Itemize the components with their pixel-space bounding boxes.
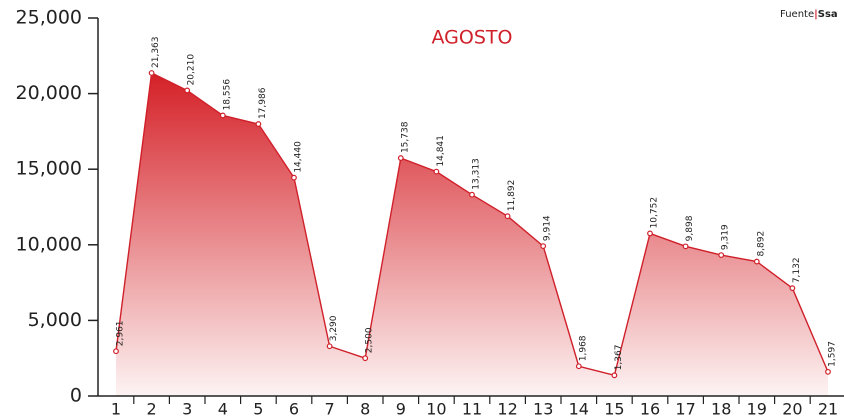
marker bbox=[362, 355, 369, 362]
marker bbox=[789, 285, 796, 292]
value-label: 8,892 bbox=[756, 231, 766, 257]
marker bbox=[219, 112, 226, 119]
value-label: 7,132 bbox=[792, 257, 802, 283]
x-tick-label: 6 bbox=[289, 400, 299, 419]
y-tick-label: 5,000 bbox=[28, 309, 82, 331]
x-tick-label: 16 bbox=[640, 400, 660, 419]
value-label: 11,892 bbox=[507, 180, 517, 211]
marker bbox=[753, 258, 760, 265]
value-label: 3,290 bbox=[329, 315, 339, 341]
y-tick-label: 15,000 bbox=[16, 158, 82, 180]
marker bbox=[718, 252, 725, 258]
x-tick-label: 5 bbox=[253, 400, 263, 419]
value-label: 14,440 bbox=[294, 141, 304, 173]
value-label: 1,968 bbox=[578, 335, 588, 361]
value-label: 2,500 bbox=[365, 327, 375, 353]
x-tick-label: 21 bbox=[818, 400, 838, 419]
source: Fuente|Ssa bbox=[780, 9, 838, 20]
x-tick-label: 19 bbox=[747, 400, 767, 419]
source-label: Fuente bbox=[780, 9, 814, 20]
x-tick-label: 15 bbox=[604, 400, 624, 419]
x-tick-label: 13 bbox=[533, 400, 553, 419]
value-label: 9,914 bbox=[543, 215, 553, 241]
marker bbox=[611, 372, 618, 379]
value-label: 13,313 bbox=[472, 158, 482, 190]
value-label: 2,961 bbox=[116, 320, 126, 346]
x-tick-label: 2 bbox=[147, 400, 157, 419]
value-label: 9,898 bbox=[685, 215, 695, 241]
x-tick-label: 20 bbox=[782, 400, 802, 419]
marker bbox=[469, 191, 475, 198]
x-tick-label: 12 bbox=[497, 400, 517, 419]
area bbox=[116, 72, 828, 396]
marker bbox=[113, 348, 119, 355]
marker bbox=[575, 363, 582, 370]
x-tick-label: 4 bbox=[218, 400, 228, 419]
marker bbox=[291, 174, 297, 181]
marker bbox=[433, 168, 440, 175]
x-tick-label: 18 bbox=[711, 400, 731, 419]
value-label: 21,363 bbox=[151, 36, 161, 68]
x-tick-label: 17 bbox=[675, 400, 695, 419]
value-label: 20,210 bbox=[187, 54, 197, 86]
x-tick-label: 7 bbox=[325, 400, 335, 419]
x-tick-label: 11 bbox=[462, 400, 482, 419]
y-tick-label: 20,000 bbox=[16, 82, 82, 104]
marker bbox=[540, 243, 547, 250]
marker bbox=[184, 87, 191, 94]
marker bbox=[326, 343, 333, 350]
marker bbox=[647, 230, 653, 237]
separator: | bbox=[814, 9, 818, 20]
y-tick-label: 25,000 bbox=[16, 7, 82, 29]
value-label: 15,738 bbox=[400, 121, 410, 153]
marker bbox=[825, 368, 831, 375]
value-label: 10,752 bbox=[650, 197, 660, 229]
value-label: 18,556 bbox=[222, 79, 232, 111]
marker bbox=[148, 70, 155, 76]
x-tick-label: 14 bbox=[569, 400, 589, 419]
value-label: 1,597 bbox=[828, 341, 838, 367]
y-tick-label: 10,000 bbox=[16, 233, 82, 255]
value-label: 14,841 bbox=[436, 135, 446, 167]
source-name: Ssa bbox=[818, 9, 838, 20]
plot: 05,00010,00015,00020,00025,0002,96121,36… bbox=[16, 7, 844, 419]
value-label: 1,367 bbox=[614, 345, 624, 371]
x-tick-label: 9 bbox=[396, 400, 406, 419]
y-tick-label: 0 bbox=[70, 385, 82, 407]
x-tick-label: 8 bbox=[360, 400, 370, 419]
x-tick-label: 1 bbox=[111, 400, 121, 419]
value-label: 17,986 bbox=[258, 87, 268, 119]
marker bbox=[397, 155, 404, 161]
x-tick-label: 10 bbox=[426, 400, 446, 419]
chart-title: AGOSTO bbox=[432, 27, 513, 49]
marker bbox=[504, 213, 511, 220]
x-tick-label: 3 bbox=[182, 400, 192, 419]
value-label: 9,319 bbox=[721, 224, 731, 250]
marker bbox=[682, 243, 689, 250]
marker bbox=[255, 121, 262, 127]
